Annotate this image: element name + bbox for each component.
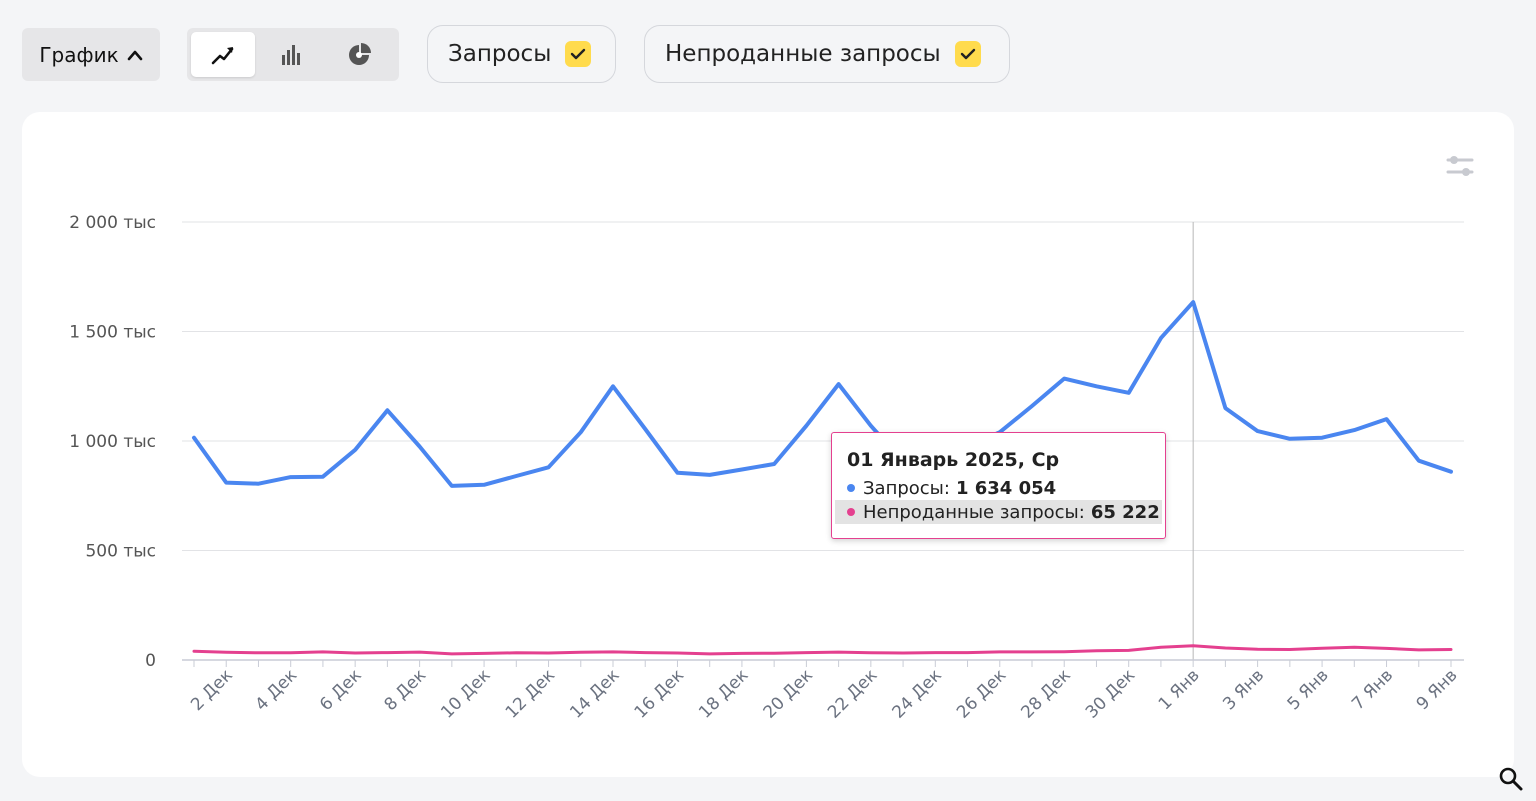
view-mode-bar-button[interactable] <box>259 32 323 77</box>
view-mode-switcher <box>187 28 399 81</box>
line-chart-icon <box>211 46 234 64</box>
bar-chart-icon <box>282 44 300 65</box>
checkbox[interactable] <box>954 41 981 67</box>
tooltip-value: 65 222 <box>1090 501 1160 523</box>
series-toggle-label: Непроданные запросы <box>665 41 941 67</box>
graph-toggle-label: График <box>39 42 119 67</box>
series-dot <box>847 508 855 516</box>
series-toggle-requests[interactable]: Запросы <box>427 25 616 83</box>
chart-card <box>22 112 1514 777</box>
tooltip-title: 01 Январь 2025, Ср <box>847 449 1060 471</box>
tooltip-value: 1 634 054 <box>955 477 1057 499</box>
tooltip-row: Запросы: 1 634 054 <box>835 476 1162 500</box>
tooltip-label: Запросы: <box>863 477 950 499</box>
chart-tooltip: 01 Январь 2025, Ср Запросы: 1 634 054 Не… <box>831 432 1166 539</box>
graph-toggle-button[interactable]: График <box>22 28 160 81</box>
checkbox[interactable] <box>565 41 592 67</box>
toolbar: График Запросы <box>0 0 1536 100</box>
checkmark-icon <box>960 48 975 60</box>
tooltip-row: Непроданные запросы: 65 222 <box>835 500 1162 524</box>
chevron-up-icon <box>127 50 142 60</box>
settings-sliders-icon[interactable] <box>1444 152 1476 182</box>
series-toggle-label: Запросы <box>448 41 552 67</box>
series-toggle-unsold-requests[interactable]: Непроданные запросы <box>644 25 1010 83</box>
checkmark-icon <box>571 48 586 60</box>
pie-chart-icon <box>349 42 371 65</box>
series-dot <box>847 484 855 492</box>
view-mode-pie-button[interactable] <box>327 32 391 77</box>
magnifier-icon[interactable] <box>1498 766 1524 792</box>
tooltip-label: Непроданные запросы: <box>863 501 1085 523</box>
view-mode-line-button[interactable] <box>191 32 255 77</box>
